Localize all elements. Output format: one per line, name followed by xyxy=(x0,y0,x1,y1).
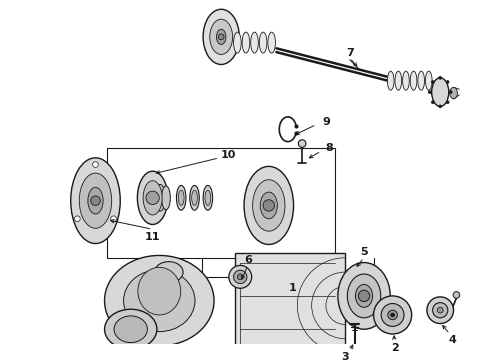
Ellipse shape xyxy=(155,184,165,211)
Ellipse shape xyxy=(395,71,402,90)
Circle shape xyxy=(439,105,441,108)
Ellipse shape xyxy=(147,183,158,213)
Circle shape xyxy=(111,216,117,222)
Ellipse shape xyxy=(260,192,277,219)
Ellipse shape xyxy=(137,171,168,225)
Text: 9: 9 xyxy=(322,117,330,127)
Bar xyxy=(107,148,336,258)
Circle shape xyxy=(438,307,443,313)
Ellipse shape xyxy=(190,185,199,210)
Circle shape xyxy=(91,196,100,206)
Circle shape xyxy=(433,302,448,318)
Ellipse shape xyxy=(104,309,157,349)
Ellipse shape xyxy=(410,71,417,90)
Text: 5: 5 xyxy=(360,247,368,257)
Ellipse shape xyxy=(244,166,294,244)
Ellipse shape xyxy=(259,32,267,53)
Ellipse shape xyxy=(432,78,449,107)
Ellipse shape xyxy=(425,71,432,90)
Ellipse shape xyxy=(104,256,214,346)
Ellipse shape xyxy=(347,274,381,318)
Ellipse shape xyxy=(268,32,275,53)
Circle shape xyxy=(234,270,247,284)
Ellipse shape xyxy=(418,71,424,90)
Circle shape xyxy=(373,296,412,334)
Ellipse shape xyxy=(205,190,211,206)
Circle shape xyxy=(449,91,452,94)
Ellipse shape xyxy=(251,32,258,53)
Ellipse shape xyxy=(203,9,239,64)
Ellipse shape xyxy=(162,186,171,210)
Text: 2: 2 xyxy=(391,343,398,353)
Circle shape xyxy=(219,34,224,40)
Circle shape xyxy=(93,162,98,167)
Ellipse shape xyxy=(338,262,390,329)
Ellipse shape xyxy=(450,87,457,99)
Ellipse shape xyxy=(192,190,197,206)
Circle shape xyxy=(146,191,159,204)
Ellipse shape xyxy=(253,180,285,231)
Text: 8: 8 xyxy=(325,143,333,153)
Ellipse shape xyxy=(217,29,226,45)
Text: 11: 11 xyxy=(145,232,160,242)
Circle shape xyxy=(298,140,306,147)
Text: 10: 10 xyxy=(221,150,237,160)
Ellipse shape xyxy=(176,185,186,210)
Ellipse shape xyxy=(71,158,120,243)
Circle shape xyxy=(391,313,394,317)
Circle shape xyxy=(453,292,460,298)
Circle shape xyxy=(428,91,431,94)
Text: 4: 4 xyxy=(449,335,457,345)
Ellipse shape xyxy=(242,32,250,53)
Text: 3: 3 xyxy=(341,352,349,360)
Text: 6: 6 xyxy=(244,255,252,265)
Circle shape xyxy=(446,81,449,84)
Bar xyxy=(236,253,345,358)
Ellipse shape xyxy=(154,262,183,283)
Ellipse shape xyxy=(203,185,213,210)
Circle shape xyxy=(388,310,397,320)
Circle shape xyxy=(431,101,434,104)
Ellipse shape xyxy=(123,270,195,332)
Circle shape xyxy=(358,290,370,302)
Ellipse shape xyxy=(388,71,394,90)
Ellipse shape xyxy=(79,173,112,228)
Ellipse shape xyxy=(88,187,103,214)
Circle shape xyxy=(229,265,252,288)
Circle shape xyxy=(446,101,449,104)
Ellipse shape xyxy=(178,190,184,206)
Ellipse shape xyxy=(403,71,409,90)
Text: 7: 7 xyxy=(346,48,354,58)
Circle shape xyxy=(381,303,404,327)
Circle shape xyxy=(427,297,454,324)
Ellipse shape xyxy=(210,19,233,54)
Circle shape xyxy=(263,200,274,211)
Text: 1: 1 xyxy=(289,283,296,293)
Ellipse shape xyxy=(138,267,181,315)
Circle shape xyxy=(439,76,441,79)
Ellipse shape xyxy=(114,316,147,343)
Ellipse shape xyxy=(234,32,241,53)
Circle shape xyxy=(431,81,434,84)
Ellipse shape xyxy=(143,181,162,215)
Ellipse shape xyxy=(355,284,372,307)
Circle shape xyxy=(237,274,243,280)
Circle shape xyxy=(74,216,80,222)
